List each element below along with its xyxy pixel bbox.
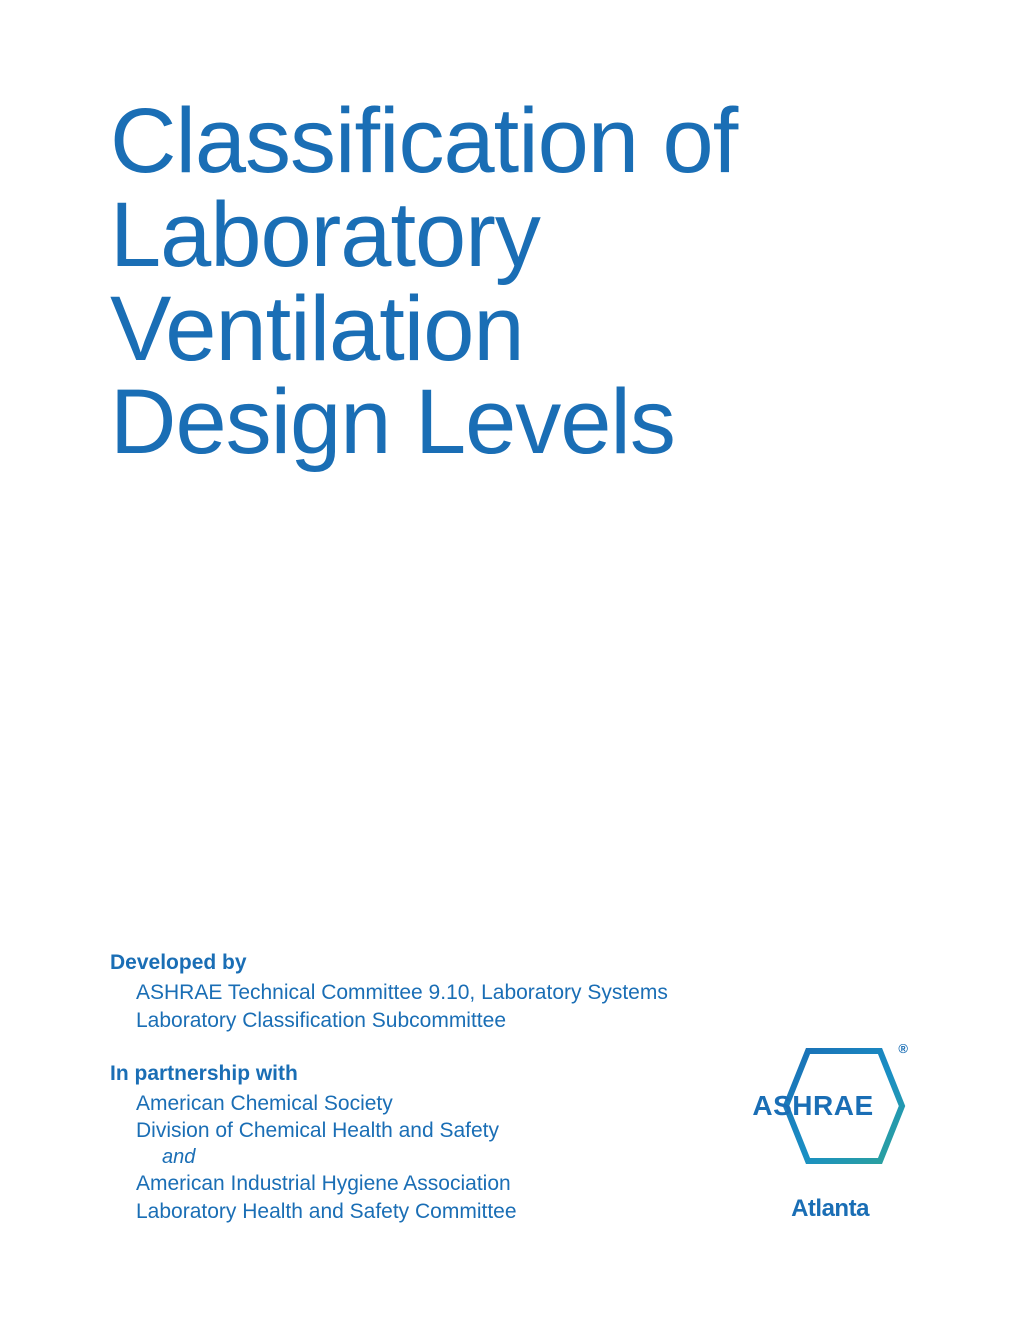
- logo-org-name: ASHRAE: [752, 1090, 873, 1122]
- developed-line: ASHRAE Technical Committee 9.10, Laborat…: [136, 979, 750, 1006]
- developed-line: Laboratory Classification Subcommittee: [136, 1007, 750, 1034]
- partnership-line: Division of Chemical Health and Safety: [136, 1117, 750, 1144]
- title-line-3: Ventilation: [110, 278, 524, 380]
- title-line-1: Classification of: [110, 90, 737, 192]
- partnership-line: American Chemical Society: [136, 1090, 750, 1117]
- section-spacer: [110, 1034, 750, 1062]
- partnership-and: and: [162, 1144, 750, 1170]
- lower-section: Developed by ASHRAE Technical Committee …: [110, 951, 910, 1225]
- credits-block: Developed by ASHRAE Technical Committee …: [110, 951, 750, 1225]
- ashrae-logo: ASHRAE ®: [750, 1041, 910, 1171]
- partnership-heading: In partnership with: [110, 1062, 750, 1086]
- title-line-4: Design Levels: [110, 371, 675, 473]
- logo-city: Atlanta: [791, 1195, 869, 1223]
- logo-area: ASHRAE ® Atlanta: [750, 1041, 910, 1223]
- title-line-2: Laboratory: [110, 184, 540, 286]
- document-title: Classification of Laboratory Ventilation…: [110, 95, 910, 470]
- registered-mark: ®: [898, 1041, 908, 1056]
- developed-by-heading: Developed by: [110, 951, 750, 975]
- partnership-line: American Industrial Hygiene Association: [136, 1170, 750, 1197]
- partnership-line: Laboratory Health and Safety Committee: [136, 1198, 750, 1225]
